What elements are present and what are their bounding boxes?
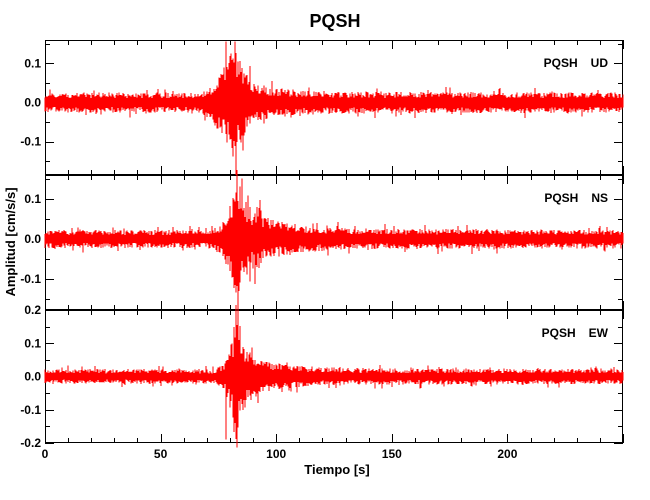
- x-tick-label: 0: [42, 447, 49, 461]
- axis-ticks: [45, 40, 624, 175]
- x-tick-label: 100: [266, 447, 286, 461]
- panel-ns: 0.1 0.0 -0.1 PQSH NS: [20, 170, 624, 310]
- y-tick-label: 0.0: [24, 96, 41, 110]
- x-tick-label: 200: [497, 447, 517, 461]
- x-tick-label: 150: [382, 447, 402, 461]
- panel-ew: 0.2 0.1 0.0 -0.1 -0.20 50 100 150 200 PQSH EW: [20, 303, 624, 461]
- page-title: PQSH: [309, 11, 360, 31]
- seismic-trace-ns: [44, 170, 624, 307]
- axis-ticks: [45, 175, 624, 310]
- axis-ticks: [45, 310, 624, 444]
- panel-ud: 0.1 0.0 -0.1 PQSH UD: [20, 40, 624, 175]
- y-tick-label: -0.2: [20, 436, 41, 450]
- y-tick-label: 0.1: [24, 56, 41, 70]
- y-tick-label: 0.1: [24, 336, 41, 350]
- panel-label-ud: PQSH UD: [544, 56, 609, 70]
- y-tick-label: 0.1: [24, 192, 41, 206]
- y-tick-label: -0.1: [20, 135, 41, 149]
- y-tick-label: -0.1: [20, 272, 41, 286]
- x-axis-label: Tiempo [s]: [304, 462, 370, 477]
- y-tick-label: -0.1: [20, 403, 41, 417]
- y-tick-label: 0.0: [24, 232, 41, 246]
- x-tick-label: 50: [154, 447, 168, 461]
- panel-label-ns: PQSH NS: [544, 191, 608, 205]
- y-tick-label: 0.2: [24, 303, 41, 317]
- seismic-trace-ud: [44, 41, 624, 175]
- seismic-trace-ew: [44, 305, 624, 448]
- y-tick-label: 0.0: [24, 370, 41, 384]
- panel-label-ew: PQSH EW: [542, 326, 609, 340]
- y-axis-label: Amplitud [cm/s/s]: [3, 187, 18, 296]
